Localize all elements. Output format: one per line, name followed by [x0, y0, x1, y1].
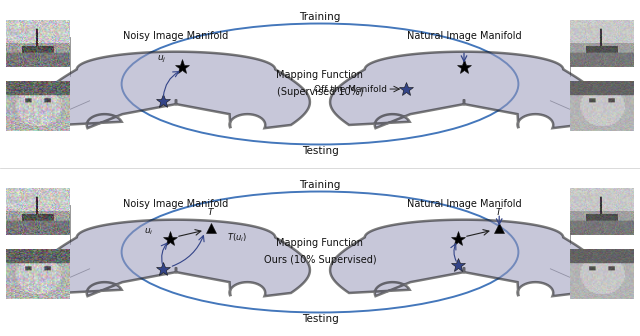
Text: Natural Image Manifold: Natural Image Manifold: [406, 199, 522, 209]
Polygon shape: [42, 220, 310, 296]
Text: $u_i$: $u_i$: [144, 226, 154, 237]
Text: (Supervised 10%): (Supervised 10%): [276, 87, 364, 97]
Text: Mapping Function: Mapping Function: [276, 70, 364, 80]
Text: Mapping Function: Mapping Function: [276, 238, 364, 248]
Text: $T$: $T$: [207, 206, 215, 217]
Text: Testing: Testing: [301, 146, 339, 156]
Polygon shape: [330, 52, 598, 128]
Text: Noisy Image Manifold: Noisy Image Manifold: [124, 31, 228, 41]
Text: Natural Image Manifold: Natural Image Manifold: [406, 31, 522, 41]
Text: $u_j$: $u_j$: [157, 53, 166, 65]
Polygon shape: [42, 52, 310, 128]
Text: Ours (10% Supervised): Ours (10% Supervised): [264, 255, 376, 265]
Text: $T$: $T$: [495, 206, 503, 217]
Text: Training: Training: [300, 12, 340, 22]
Text: Off the Manifold: Off the Manifold: [314, 85, 387, 93]
Text: Noisy Image Manifold: Noisy Image Manifold: [124, 199, 228, 209]
Polygon shape: [330, 220, 598, 296]
Text: Training: Training: [300, 180, 340, 190]
Text: Testing: Testing: [301, 314, 339, 324]
Text: $T(u_i)$: $T(u_i)$: [227, 232, 247, 244]
